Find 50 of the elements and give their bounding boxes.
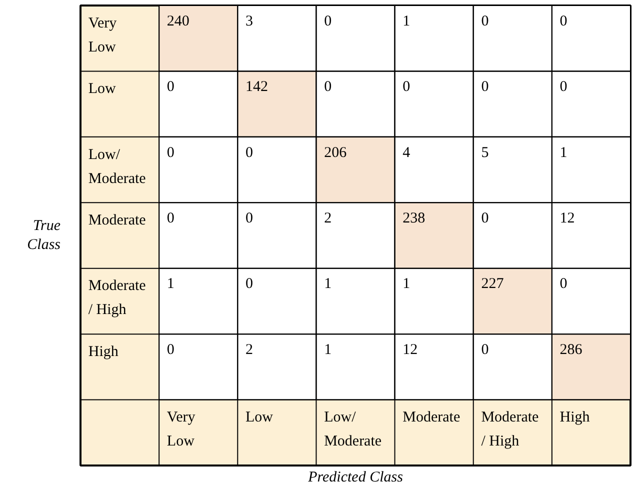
data-label: 0 xyxy=(560,13,568,30)
data-label: 227 xyxy=(481,276,504,292)
y-tick-label: Very Low xyxy=(88,15,118,56)
data-label: 1 xyxy=(166,276,174,292)
data-label: 0 xyxy=(481,342,489,358)
data-label: 1 xyxy=(560,144,568,161)
y-tick-label: Low/ Moderate xyxy=(88,146,146,187)
data-label: 2 xyxy=(324,210,332,226)
data-label: 0 xyxy=(166,210,174,226)
data-label: 206 xyxy=(324,144,348,161)
data-label: 0 xyxy=(324,79,332,96)
data-label: 3 xyxy=(246,13,253,30)
data-label: 238 xyxy=(402,210,426,226)
data-label: 2 xyxy=(246,342,253,358)
data-label: 0 xyxy=(481,79,489,96)
y-tick-label: High xyxy=(88,344,119,360)
data-label: 0 xyxy=(246,276,253,292)
data-label: 1 xyxy=(402,13,410,30)
y-tick-label: Low xyxy=(88,81,116,98)
y-axis-title: True Class xyxy=(27,218,61,254)
data-label: 0 xyxy=(481,13,489,30)
data-label: 0 xyxy=(560,276,568,292)
data-label: 1 xyxy=(402,276,410,292)
y-tick-label: Moderate / High xyxy=(88,278,146,318)
data-label: 142 xyxy=(246,79,268,96)
data-label: 286 xyxy=(560,342,583,358)
x-tick-label: Very Low xyxy=(166,410,196,450)
data-label: 4 xyxy=(402,144,411,161)
data-label: 0 xyxy=(246,144,253,161)
x-tick-label: Moderate / High xyxy=(481,410,540,450)
data-label: 5 xyxy=(481,144,489,161)
data-label: 1 xyxy=(324,342,332,358)
data-label: 0 xyxy=(166,144,174,161)
data-label: 0 xyxy=(560,79,568,96)
y-tick-label: Moderate xyxy=(88,212,146,228)
data-label: 12 xyxy=(560,210,575,226)
data-label: 240 xyxy=(166,13,190,30)
x-tick-label: Low/ Moderate xyxy=(324,410,382,450)
x-tick-label: Moderate xyxy=(402,410,460,426)
data-label: 1 xyxy=(324,276,332,292)
data-label: 0 xyxy=(402,79,410,96)
data-label: 0 xyxy=(166,342,174,358)
data-label: 0 xyxy=(481,210,489,226)
data-label: 0 xyxy=(246,210,253,226)
x-tick-label: Low xyxy=(246,410,274,426)
data-label: 12 xyxy=(402,342,418,358)
x-tick-label: High xyxy=(560,410,590,426)
data-label: 0 xyxy=(324,13,332,30)
data-label: 0 xyxy=(166,79,174,96)
x-axis-title: Predicted Class xyxy=(307,470,404,486)
